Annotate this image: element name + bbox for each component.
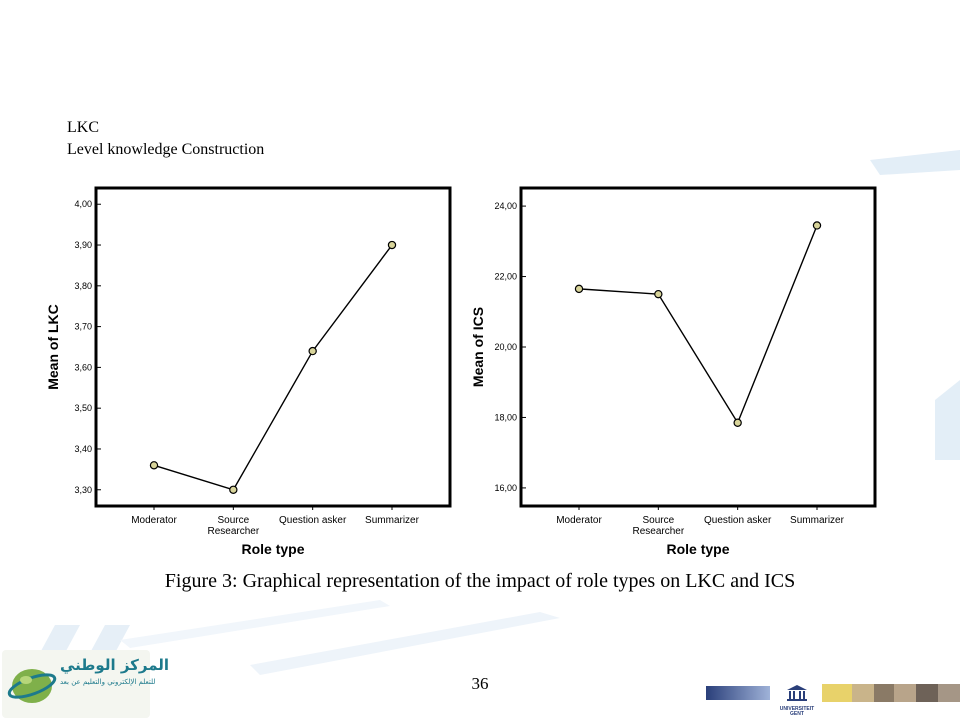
- ics-x-category-label: Moderator: [556, 515, 602, 526]
- lkc-data-point: [149, 461, 159, 470]
- lkc-data-point: [229, 485, 238, 494]
- ics-x-axis-title: Role type: [666, 541, 729, 557]
- lkc-x-axis-title: Role type: [241, 541, 304, 557]
- ics-y-tick-label: 18,00: [494, 412, 517, 422]
- slide-heading: LKC Level knowledge Construction: [67, 117, 264, 161]
- lkc-line-chart: 4,00 3,90 3,80 3,70 3,60 3,50 3,40 3,30 Moderato…: [45, 186, 452, 557]
- ics-x-category-label: Question asker: [704, 515, 772, 526]
- lkc-series-line: [153, 244, 393, 491]
- logo-arabic-subtitle: للتعلم الإلكتروني والتعليم عن بعد: [60, 678, 156, 686]
- figure-caption: Figure 3: Graphical representation of th…: [164, 570, 796, 592]
- ics-chart-frame: [519, 186, 877, 508]
- lkc-y-tick-label: 3,80: [74, 281, 92, 291]
- lkc-y-tick-label: 3,50: [74, 403, 92, 413]
- globe-logo-icon: [7, 669, 57, 703]
- lkc-y-tick-label: 3,70: [74, 322, 92, 332]
- heading-full-name: Level knowledge Construction: [67, 141, 265, 158]
- ugent-name-line2: GENT: [790, 711, 804, 717]
- page-number: 36: [471, 674, 489, 693]
- lkc-data-point: [387, 240, 397, 250]
- ics-x-category-label: Researcher: [632, 526, 684, 537]
- ics-y-tick-label: 24,00: [494, 201, 517, 211]
- lkc-y-tick-label: 3,40: [74, 444, 92, 454]
- national-center-logo: المركز الوطني للتعلم الإلكتروني والتعليم…: [2, 650, 169, 718]
- lkc-x-category-label: Moderator: [131, 515, 177, 526]
- campus-photo-strip: [822, 684, 960, 702]
- heading-abbreviation: LKC: [67, 119, 99, 136]
- ics-y-axis-title: Mean of ICS: [470, 307, 486, 387]
- lkc-y-tick-label: 3,60: [74, 362, 92, 372]
- lkc-x-category-label: Researcher: [207, 526, 259, 537]
- ics-x-category-label: Source: [642, 515, 674, 526]
- ics-y-tick-label: 22,00: [494, 272, 517, 282]
- ics-x-category-label: Summarizer: [790, 515, 845, 526]
- ics-data-point: [574, 284, 584, 294]
- lkc-x-category-label: Question asker: [279, 515, 347, 526]
- ics-data-point: [654, 289, 663, 299]
- blue-gradient-strip: [706, 686, 770, 700]
- ics-y-tick-label: 20,00: [494, 342, 517, 352]
- ugent-name-line1: UNIVERSITEIT: [779, 706, 815, 712]
- lkc-y-tick-label: 3,90: [74, 240, 92, 250]
- lkc-y-tick-label: 3,30: [74, 485, 92, 495]
- ics-data-point: [812, 221, 822, 230]
- ics-y-tick-label: 16,00: [494, 483, 517, 493]
- logo-arabic-title: المركز الوطني: [60, 656, 170, 674]
- lkc-y-tick-label: 4,00: [74, 199, 92, 209]
- lkc-y-axis-title: Mean of LKC: [45, 304, 61, 390]
- lkc-chart-frame: [94, 186, 452, 508]
- lkc-x-category-label: Summarizer: [365, 515, 420, 526]
- ics-data-point: [733, 418, 742, 427]
- ics-line-chart: 24,00 22,00 20,00 18,00 16,00 Moderator Source…: [470, 186, 877, 557]
- lkc-x-category-label: Source: [217, 515, 249, 526]
- ugent-logo: UNIVERSITEIT GENT: [776, 684, 818, 718]
- university-building-icon: [787, 685, 807, 701]
- lkc-data-point: [308, 346, 317, 356]
- ics-series-line: [578, 225, 818, 425]
